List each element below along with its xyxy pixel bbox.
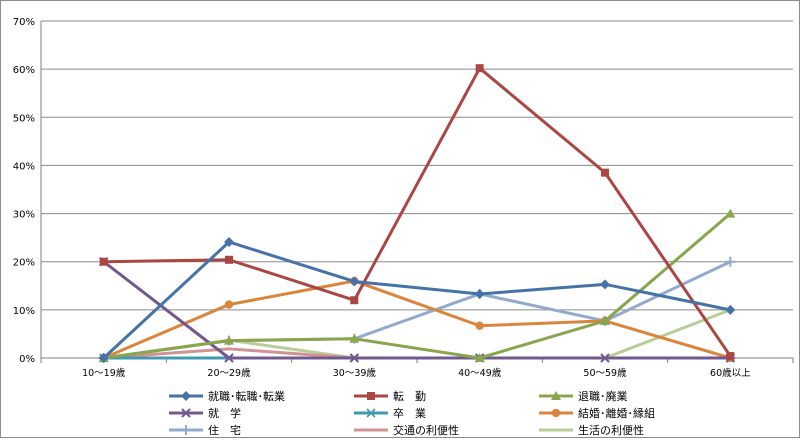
legend-item: 就 学 [169, 406, 241, 420]
y-tick-label: 40% [13, 161, 35, 172]
data-point [600, 315, 610, 325]
legend-item: 生活の利便性 [539, 423, 644, 437]
series-1 [98, 236, 736, 363]
x-tick-label: 50～59歳 [583, 367, 627, 379]
y-tick-label: 50% [13, 113, 35, 124]
y-tick-label: 10% [13, 306, 35, 317]
data-point [225, 255, 233, 264]
data-point [475, 64, 484, 73]
data-point [224, 353, 234, 363]
data-point [725, 208, 736, 218]
y-tick-label: 70% [13, 17, 35, 28]
series-line [102, 260, 731, 360]
data-point [98, 353, 109, 363]
legend-label: 退職･廃業 [578, 389, 628, 403]
data-point [551, 391, 561, 400]
data-point [224, 236, 234, 247]
data-point [99, 257, 108, 266]
legend-label: 交通の利便性 [393, 423, 459, 437]
data-point [551, 408, 561, 418]
data-point [366, 408, 376, 418]
series-line [103, 66, 732, 357]
data-point [349, 353, 360, 363]
data-point [224, 300, 234, 309]
axis-layer: 0% 10% 20% 30% 40% 50% 60% 70% 10～19歳 20～29歳 30～39… [13, 17, 794, 379]
y-tick-label: 20% [13, 258, 35, 269]
data-point [725, 304, 736, 315]
legend-label: 就職･転職･転業 [208, 389, 285, 403]
legend: 就職･転職･転業 転 勤 退職･廃業就 学 卒 業 結婚･離婚･縁組住 宅 交通の利便性 生… [169, 389, 655, 437]
data-point [475, 321, 484, 330]
legend-label: 就 学 [208, 406, 241, 420]
legend-item: 交通の利便性 [354, 423, 459, 437]
data-point [349, 333, 360, 343]
legend-label: 生活の利便性 [578, 423, 644, 437]
data-point [726, 352, 735, 361]
data-point [350, 296, 359, 305]
x-tick-label: 20～29歳 [207, 367, 251, 379]
data-point [224, 335, 234, 345]
x-tick-label: 60歳以上 [710, 367, 751, 379]
legend-item: 卒 業 [354, 406, 426, 420]
data-point [181, 408, 191, 418]
series-line [103, 279, 731, 360]
x-tick-label: 40～49歳 [458, 367, 502, 379]
legend-item: 就職･転職･転業 [169, 389, 285, 403]
y-tick-label: 60% [13, 65, 35, 76]
series-layer [98, 64, 736, 363]
series-3 [98, 208, 736, 362]
legend-item: 結婚･離婚･縁組 [539, 406, 655, 420]
legend-label: 転 勤 [393, 390, 426, 403]
x-tick-label: 30～39歳 [333, 367, 377, 379]
legend-item: 転 勤 [354, 390, 426, 403]
y-tick-label: 0% [19, 354, 35, 365]
legend-label: 結婚･離婚･縁組 [578, 406, 655, 420]
data-point [474, 353, 485, 362]
data-point [181, 391, 191, 401]
legend-item: 住 宅 [169, 423, 241, 437]
data-point [725, 256, 736, 267]
data-point [601, 168, 609, 177]
series-line [103, 212, 732, 360]
legend-label: 卒 業 [393, 406, 426, 420]
grid-layer [41, 20, 793, 311]
data-point [474, 288, 485, 299]
data-point [349, 276, 360, 287]
y-tick-label: 30% [13, 210, 35, 221]
legend-item: 退職･廃業 [539, 389, 628, 403]
data-point [600, 279, 610, 290]
data-point [367, 392, 375, 400]
data-point [600, 353, 610, 363]
x-tick-label: 10～19歳 [82, 367, 126, 379]
series-line [102, 240, 731, 360]
data-point [181, 425, 191, 435]
legend-label: 住 宅 [208, 423, 241, 437]
